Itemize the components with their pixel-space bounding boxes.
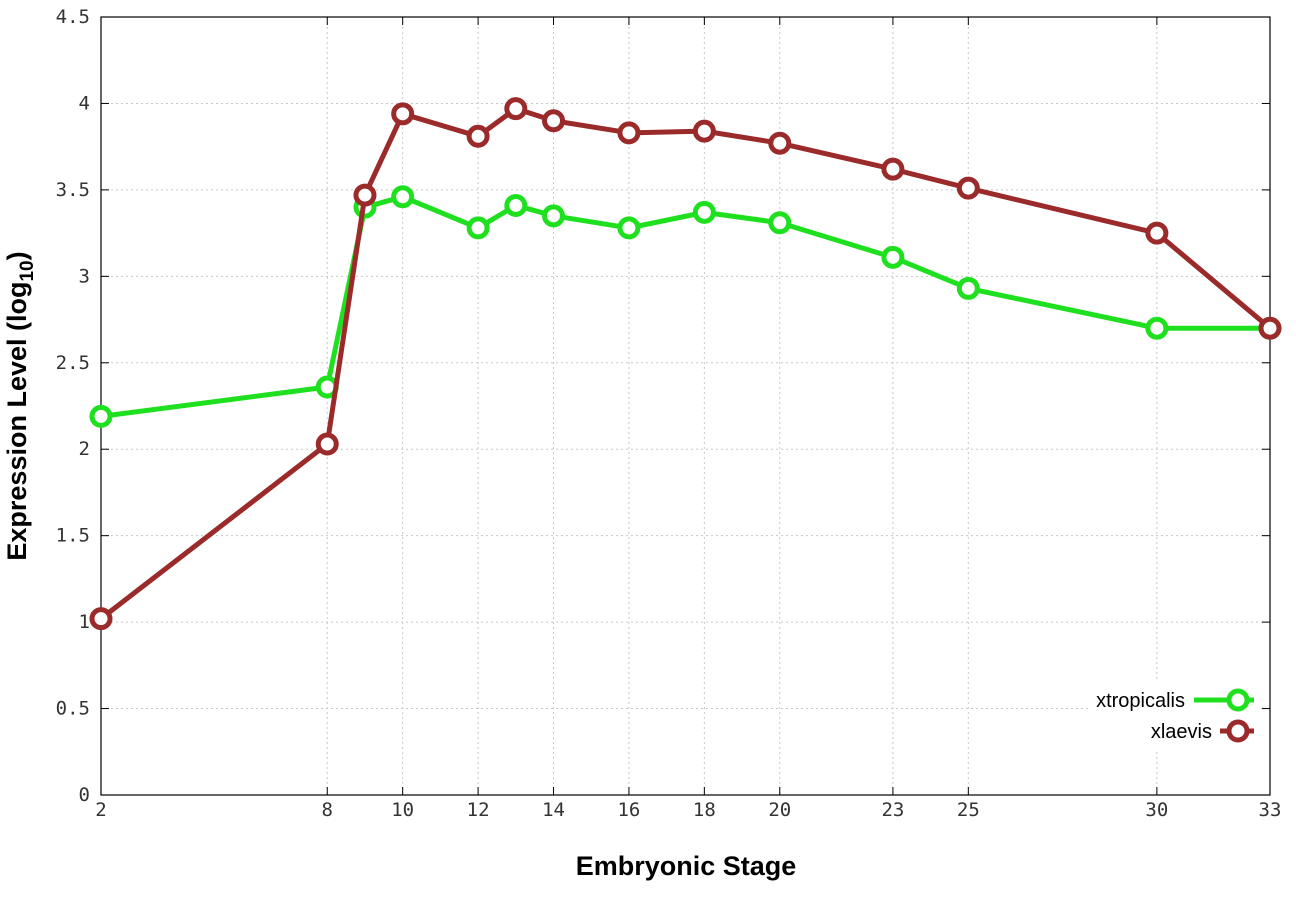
- y-tick-label: 1.5: [56, 525, 90, 547]
- legend-marker-xtropicalis: [1226, 688, 1250, 712]
- x-tick-label: 10: [391, 799, 414, 821]
- data-point-xtropicalis: [617, 216, 641, 240]
- data-point-xtropicalis: [391, 185, 415, 209]
- y-tick-label: 2.5: [56, 352, 90, 374]
- data-point-xlaevis: [542, 109, 566, 133]
- x-tick-label: 8: [322, 799, 333, 821]
- legend: xtropicalis xlaevis: [1090, 679, 1260, 749]
- x-tick-label: 23: [881, 799, 904, 821]
- y-axis-title: Expression Level (log10): [2, 251, 38, 560]
- data-point-xtropicalis: [692, 200, 716, 224]
- data-point-xtropicalis: [881, 245, 905, 269]
- data-point-xlaevis: [692, 119, 716, 143]
- y-tick-label: 0.5: [56, 698, 90, 720]
- y-tick-label: 1: [79, 611, 90, 633]
- series-xtropicalis: [89, 185, 1282, 428]
- axis-ticks: 0 0.5 1 1.5 2 2.5 3 3.5 4 4.5 2 8 10 12 14 16 18 20 23 25 30…: [56, 6, 1282, 821]
- x-tick-label: 30: [1145, 799, 1168, 821]
- x-tick-label: 20: [768, 799, 791, 821]
- y-tick-label: 3.5: [56, 179, 90, 201]
- series-line-xlaevis: [99, 106, 1272, 621]
- data-point-xlaevis: [315, 432, 339, 456]
- data-point-xlaevis: [391, 102, 415, 126]
- data-point-xlaevis: [466, 124, 490, 148]
- legend-label-xtropicalis: xtropicalis: [1096, 690, 1185, 712]
- legend-marker-xlaevis: [1226, 719, 1250, 743]
- y-tick-label: 4: [79, 92, 90, 114]
- y-tick-label: 2: [79, 438, 90, 460]
- x-tick-label: 25: [957, 799, 980, 821]
- y-axis-title-close: ): [2, 251, 32, 260]
- data-point-xlaevis: [617, 121, 641, 145]
- x-axis-title: Embryonic Stage: [576, 851, 797, 881]
- data-point-xlaevis: [956, 176, 980, 200]
- data-point-xtropicalis: [89, 404, 113, 428]
- data-point-xlaevis: [881, 157, 905, 181]
- data-point-xtropicalis: [466, 216, 490, 240]
- data-point-xlaevis: [89, 607, 113, 631]
- series-layer: [89, 97, 1282, 631]
- data-point-xlaevis: [504, 97, 528, 121]
- y-tick-label: 0: [79, 784, 90, 806]
- data-point-xlaevis: [768, 131, 792, 155]
- data-point-xlaevis: [353, 183, 377, 207]
- y-tick-label: 3: [79, 265, 90, 287]
- x-tick-label: 33: [1259, 799, 1282, 821]
- x-tick-label: 16: [617, 799, 640, 821]
- data-point-xtropicalis: [956, 276, 980, 300]
- data-point-xtropicalis: [768, 211, 792, 235]
- data-point-xtropicalis: [504, 193, 528, 217]
- x-tick-label: 12: [467, 799, 490, 821]
- series-line-xtropicalis: [100, 194, 1270, 419]
- data-point-xtropicalis: [1145, 316, 1169, 340]
- x-tick-label: 18: [693, 799, 716, 821]
- y-axis-title-subscript: 10: [17, 260, 38, 281]
- series-xlaevis: [89, 97, 1282, 631]
- x-tick-label: 2: [95, 799, 106, 821]
- data-point-xlaevis: [1145, 221, 1169, 245]
- y-axis-title-main: Expression Level (log: [2, 282, 32, 561]
- legend-label-xlaevis: xlaevis: [1151, 721, 1212, 743]
- x-tick-label: 14: [542, 799, 565, 821]
- data-point-xtropicalis: [542, 204, 566, 228]
- y-tick-label: 4.5: [56, 6, 90, 28]
- data-point-xlaevis: [1258, 316, 1282, 340]
